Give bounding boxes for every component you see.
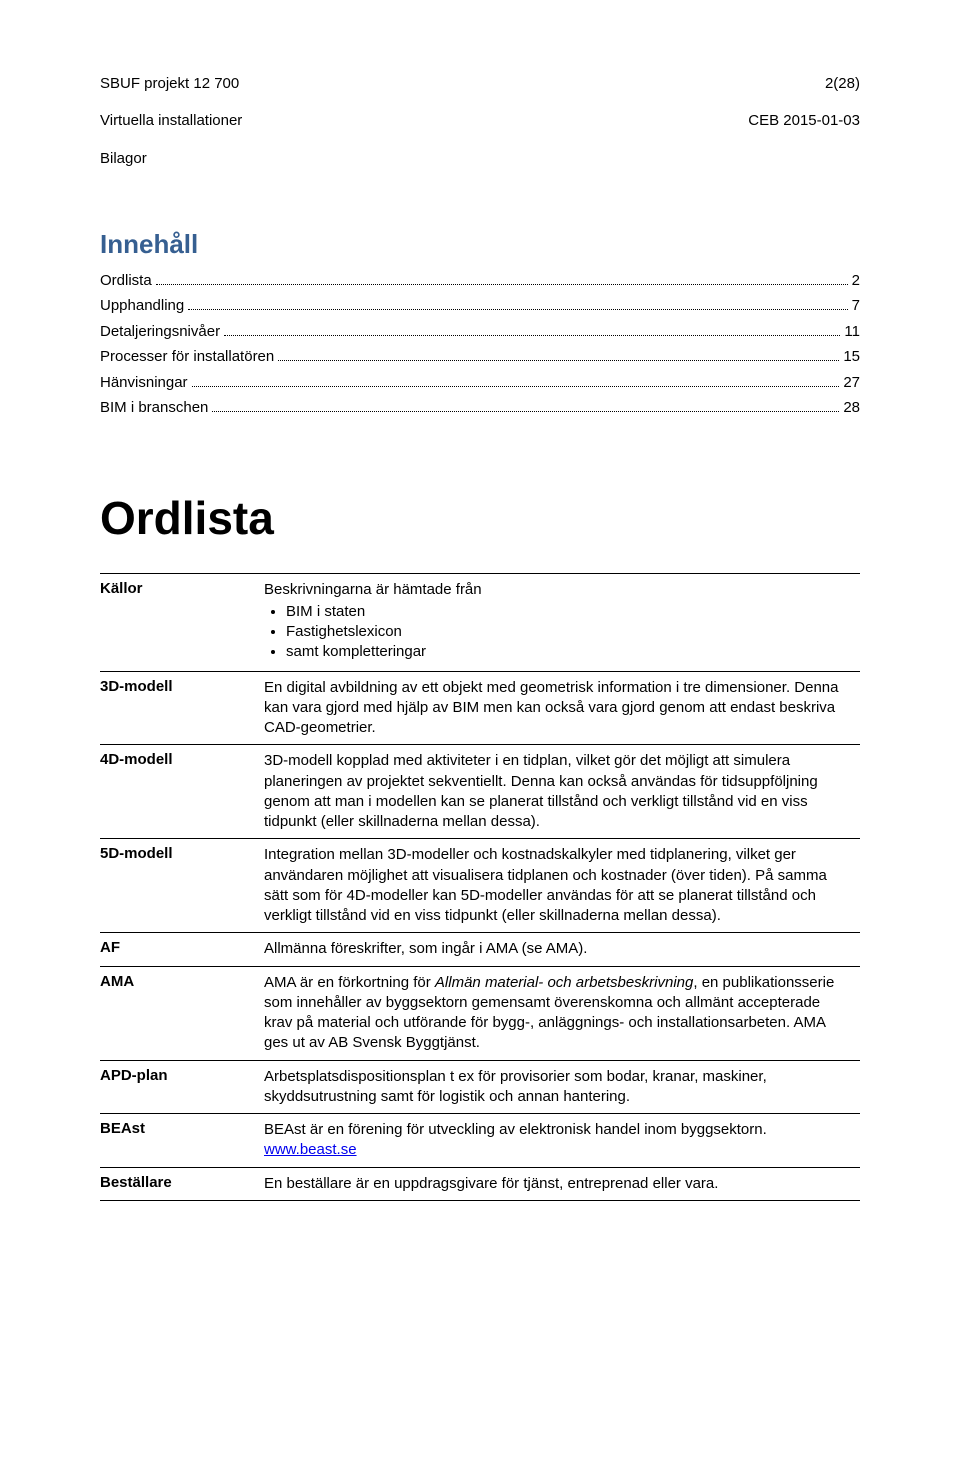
toc-row[interactable]: Ordlista 2 <box>100 268 860 294</box>
page-header: SBUF projekt 12 700 Virtuella installati… <box>100 56 860 169</box>
toc-page: 7 <box>852 293 860 319</box>
header-right: 2(28) CEB 2015-01-03 <box>748 56 860 169</box>
list-item: samt kompletteringar <box>286 642 852 662</box>
header-left-line: Bilagor <box>100 150 147 167</box>
glossary-term: AMA <box>100 966 264 1060</box>
table-row: 5D-modell Integration mellan 3D-modeller… <box>100 839 860 933</box>
table-row: 4D-modell 3D-modell kopplad med aktivite… <box>100 745 860 839</box>
glossary-term: AF <box>100 933 264 966</box>
table-row: AMA AMA är en förkortning för Allmän mat… <box>100 966 860 1060</box>
glossary-term: Källor <box>100 573 264 671</box>
toc-page: 2 <box>852 268 860 294</box>
glossary-def: En digital avbildning av ett objekt med … <box>264 671 860 745</box>
glossary-term: Beställare <box>100 1167 264 1200</box>
glossary-def: Arbetsplatsdispositionsplan t ex för pro… <box>264 1060 860 1114</box>
glossary-def-text: BEAst är en förening för utveckling av e… <box>264 1121 767 1138</box>
table-row: AF Allmänna föreskrifter, som ingår i AM… <box>100 933 860 966</box>
list-item: Fastighetslexicon <box>286 622 852 642</box>
glossary-def-text: AMA är en förkortning för <box>264 974 435 991</box>
toc-leader <box>192 372 840 387</box>
toc-page: 15 <box>843 344 860 370</box>
toc-page: 28 <box>843 395 860 421</box>
table-row: Beställare En beställare är en uppdragsg… <box>100 1167 860 1200</box>
table-row: Källor Beskrivningarna är hämtade från B… <box>100 573 860 671</box>
toc-leader <box>188 296 847 311</box>
toc-label: Processer för installatören <box>100 344 274 370</box>
toc-page: 27 <box>843 370 860 396</box>
glossary-term: BEAst <box>100 1114 264 1168</box>
glossary-def: BEAst är en förening för utveckling av e… <box>264 1114 860 1168</box>
toc-row[interactable]: Detaljeringsnivåer 11 <box>100 319 860 345</box>
header-left-line: SBUF projekt 12 700 <box>100 75 239 92</box>
toc-page: 11 <box>844 319 860 345</box>
header-left-line: Virtuella installationer <box>100 112 242 129</box>
toc-row[interactable]: Processer för installatören 15 <box>100 344 860 370</box>
table-row: 3D-modell En digital avbildning av ett o… <box>100 671 860 745</box>
glossary-bullets: BIM i staten Fastighetslexicon samt komp… <box>286 602 852 663</box>
glossary-def: Integration mellan 3D-modeller och kostn… <box>264 839 860 933</box>
glossary-def: Allmänna föreskrifter, som ingår i AMA (… <box>264 933 860 966</box>
toc-leader <box>278 347 839 362</box>
toc-leader <box>156 270 848 285</box>
glossary-link[interactable]: www.beast.se <box>264 1141 357 1158</box>
toc-row[interactable]: Upphandling 7 <box>100 293 860 319</box>
header-right-line: CEB 2015-01-03 <box>748 112 860 129</box>
glossary-title: Ordlista <box>100 491 860 545</box>
page: SBUF projekt 12 700 Virtuella installati… <box>0 0 960 1458</box>
toc: Ordlista 2 Upphandling 7 Detaljeringsniv… <box>100 268 860 421</box>
toc-leader <box>224 321 840 336</box>
header-right-line: 2(28) <box>825 75 860 92</box>
glossary-term: 3D-modell <box>100 671 264 745</box>
glossary-def: AMA är en förkortning för Allmän materia… <box>264 966 860 1060</box>
glossary-def-text: Beskrivningarna är hämtade från <box>264 581 482 598</box>
glossary-table: Källor Beskrivningarna är hämtade från B… <box>100 573 860 1201</box>
table-row: APD-plan Arbetsplatsdispositionsplan t e… <box>100 1060 860 1114</box>
toc-leader <box>212 398 839 413</box>
header-left: SBUF projekt 12 700 Virtuella installati… <box>100 56 242 169</box>
glossary-term: APD-plan <box>100 1060 264 1114</box>
toc-title: Innehåll <box>100 229 860 260</box>
glossary-def-italic: Allmän material- och arbetsbeskrivning <box>435 974 693 991</box>
glossary-term: 4D-modell <box>100 745 264 839</box>
list-item: BIM i staten <box>286 602 852 622</box>
glossary-def: Beskrivningarna är hämtade från BIM i st… <box>264 573 860 671</box>
toc-label: Ordlista <box>100 268 152 294</box>
toc-label: Upphandling <box>100 293 184 319</box>
glossary-def: En beställare är en uppdragsgivare för t… <box>264 1167 860 1200</box>
toc-label: BIM i branschen <box>100 395 208 421</box>
toc-label: Detaljeringsnivåer <box>100 319 220 345</box>
table-row: BEAst BEAst är en förening för utvecklin… <box>100 1114 860 1168</box>
toc-row[interactable]: BIM i branschen 28 <box>100 395 860 421</box>
glossary-def: 3D-modell kopplad med aktiviteter i en t… <box>264 745 860 839</box>
toc-label: Hänvisningar <box>100 370 188 396</box>
toc-row[interactable]: Hänvisningar 27 <box>100 370 860 396</box>
glossary-term: 5D-modell <box>100 839 264 933</box>
